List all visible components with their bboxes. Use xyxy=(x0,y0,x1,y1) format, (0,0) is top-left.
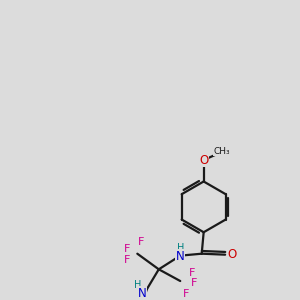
Text: O: O xyxy=(199,154,208,166)
Text: F: F xyxy=(138,237,144,247)
Text: F: F xyxy=(191,278,197,288)
Text: N: N xyxy=(176,250,184,263)
Text: CH₃: CH₃ xyxy=(214,147,230,156)
Text: H: H xyxy=(177,243,184,253)
Text: F: F xyxy=(183,289,189,299)
Text: F: F xyxy=(123,244,130,254)
Text: O: O xyxy=(227,248,237,261)
Text: H: H xyxy=(134,280,141,290)
Text: F: F xyxy=(124,255,131,265)
Text: N: N xyxy=(138,287,147,300)
Text: F: F xyxy=(189,268,195,278)
